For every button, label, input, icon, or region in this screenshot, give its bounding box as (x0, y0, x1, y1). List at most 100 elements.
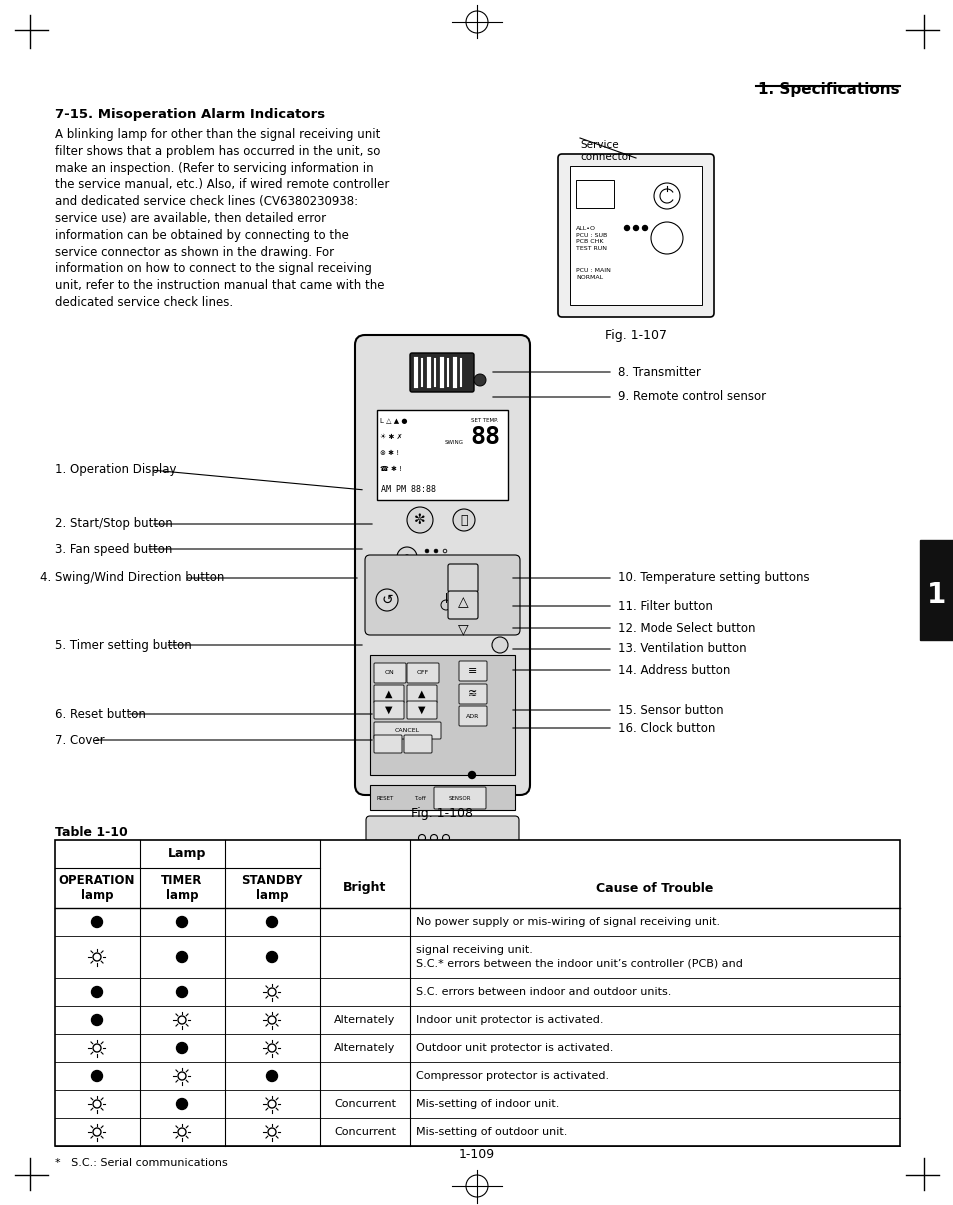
Text: ▽: ▽ (457, 622, 468, 636)
Text: Table 1-10: Table 1-10 (55, 825, 128, 839)
Circle shape (375, 589, 397, 611)
Text: 1. Specifications: 1. Specifications (758, 82, 899, 96)
Bar (569, 166, 701, 305)
FancyBboxPatch shape (448, 564, 477, 592)
FancyBboxPatch shape (355, 335, 530, 795)
Circle shape (453, 509, 475, 531)
Text: OPERATION
lamp: OPERATION lamp (59, 874, 135, 903)
Text: 1: 1 (926, 581, 945, 609)
FancyBboxPatch shape (458, 662, 486, 681)
Text: 3. Fan speed button: 3. Fan speed button (55, 542, 172, 556)
FancyBboxPatch shape (365, 556, 519, 635)
Text: ▲: ▲ (385, 689, 393, 699)
Text: 1-109: 1-109 (458, 1148, 495, 1160)
Circle shape (434, 549, 437, 553)
Text: Fig. 1-107: Fig. 1-107 (604, 329, 666, 342)
FancyBboxPatch shape (374, 701, 403, 719)
Text: Mis-setting of outdoor unit.: Mis-setting of outdoor unit. (416, 1127, 567, 1138)
FancyBboxPatch shape (407, 701, 436, 719)
Circle shape (91, 917, 102, 928)
Text: Alternately: Alternately (334, 1015, 395, 1025)
FancyBboxPatch shape (374, 722, 440, 739)
Text: 4. Swing/Wind Direction button: 4. Swing/Wind Direction button (40, 571, 224, 584)
Text: ALL•O
PCU : SUB
PCB CHK
TEST RUN: ALL•O PCU : SUB PCB CHK TEST RUN (576, 227, 607, 251)
Text: Concurrent: Concurrent (334, 1099, 395, 1109)
Text: and dedicated service check lines (CV6380230938:: and dedicated service check lines (CV638… (55, 195, 357, 208)
Circle shape (633, 225, 638, 230)
Bar (370, 784, 515, 810)
FancyBboxPatch shape (374, 663, 406, 683)
Text: Service
connector: Service connector (579, 140, 632, 161)
Circle shape (176, 952, 188, 963)
Bar (376, 410, 507, 500)
Text: 2. Start/Stop button: 2. Start/Stop button (55, 517, 172, 530)
Text: ▲: ▲ (417, 689, 425, 699)
Text: T.off: T.off (414, 795, 425, 800)
FancyBboxPatch shape (558, 154, 713, 317)
Circle shape (266, 1070, 277, 1082)
Circle shape (91, 987, 102, 998)
FancyBboxPatch shape (434, 787, 485, 809)
Text: service connector as shown in the drawing. For: service connector as shown in the drawin… (55, 246, 334, 259)
FancyBboxPatch shape (374, 684, 403, 703)
Circle shape (91, 1070, 102, 1082)
Text: 14. Address button: 14. Address button (618, 664, 730, 676)
Text: 7. Cover: 7. Cover (55, 734, 105, 747)
Text: ≋: ≋ (468, 689, 477, 699)
Text: signal receiving unit.: signal receiving unit. (416, 945, 533, 956)
Text: ⊗ ✱ !: ⊗ ✱ ! (379, 449, 398, 455)
Text: Lamp: Lamp (168, 847, 206, 860)
Text: Concurrent: Concurrent (334, 1127, 395, 1138)
Text: *   S.C.: Serial communications: * S.C.: Serial communications (55, 1158, 228, 1168)
FancyBboxPatch shape (403, 735, 432, 753)
FancyBboxPatch shape (458, 684, 486, 704)
Text: S.C. errors between indoor and outdoor units.: S.C. errors between indoor and outdoor u… (416, 987, 671, 997)
Text: RESET: RESET (376, 795, 394, 800)
FancyBboxPatch shape (448, 590, 477, 619)
Text: CANCEL: CANCEL (394, 729, 419, 734)
Text: 15. Sensor button: 15. Sensor button (618, 704, 723, 717)
FancyBboxPatch shape (407, 684, 436, 703)
Text: ON: ON (385, 670, 395, 676)
Text: service use) are available, then detailed error: service use) are available, then detaile… (55, 212, 326, 225)
Circle shape (266, 952, 277, 963)
Circle shape (407, 507, 433, 533)
Circle shape (474, 374, 485, 386)
Bar (576, 180, 614, 208)
Text: TIMER
lamp: TIMER lamp (161, 874, 202, 903)
Text: ☀ ✱ ✗: ☀ ✱ ✗ (379, 434, 402, 440)
Text: S.C.* errors between the indoor unit’s controller (PCB) and: S.C.* errors between the indoor unit’s c… (416, 959, 742, 969)
Text: 13. Ventilation button: 13. Ventilation button (618, 642, 746, 656)
Text: ▼: ▼ (385, 705, 393, 715)
Text: 7-15. Misoperation Alarm Indicators: 7-15. Misoperation Alarm Indicators (55, 108, 325, 121)
Bar (370, 656, 515, 775)
Circle shape (396, 547, 416, 568)
Text: information can be obtained by connecting to the: information can be obtained by connectin… (55, 229, 349, 242)
Text: Alternately: Alternately (334, 1044, 395, 1053)
Text: Cause of Trouble: Cause of Trouble (596, 882, 713, 894)
Text: ✼: ✼ (414, 513, 425, 527)
Text: Compressor protector is activated.: Compressor protector is activated. (416, 1071, 608, 1081)
Text: OFF: OFF (416, 670, 429, 676)
FancyBboxPatch shape (407, 663, 438, 683)
Text: 6. Reset button: 6. Reset button (55, 707, 146, 721)
Circle shape (176, 1042, 188, 1053)
Text: 8. Transmitter: 8. Transmitter (618, 365, 700, 378)
Text: filter shows that a problem has occurred in the unit, so: filter shows that a problem has occurred… (55, 145, 380, 158)
Text: 5. Timer setting button: 5. Timer setting button (55, 639, 192, 652)
Text: AM PM 88:88: AM PM 88:88 (380, 484, 436, 494)
Text: SENSOR: SENSOR (448, 795, 471, 800)
Text: 12. Mode Select button: 12. Mode Select button (618, 622, 755, 635)
Text: Mis-setting of indoor unit.: Mis-setting of indoor unit. (416, 1099, 558, 1109)
Text: STANDBY
lamp: STANDBY lamp (241, 874, 302, 903)
Text: PCU : MAIN
NORMAL: PCU : MAIN NORMAL (576, 268, 610, 280)
FancyBboxPatch shape (366, 816, 518, 874)
Circle shape (641, 225, 647, 230)
Text: ↺: ↺ (381, 593, 393, 607)
Text: SWING: SWING (444, 440, 463, 445)
Circle shape (176, 987, 188, 998)
Text: 10. Temperature setting buttons: 10. Temperature setting buttons (618, 571, 809, 584)
Text: information on how to connect to the signal receiving: information on how to connect to the sig… (55, 263, 372, 276)
Circle shape (91, 1015, 102, 1025)
Text: 88: 88 (470, 425, 499, 449)
